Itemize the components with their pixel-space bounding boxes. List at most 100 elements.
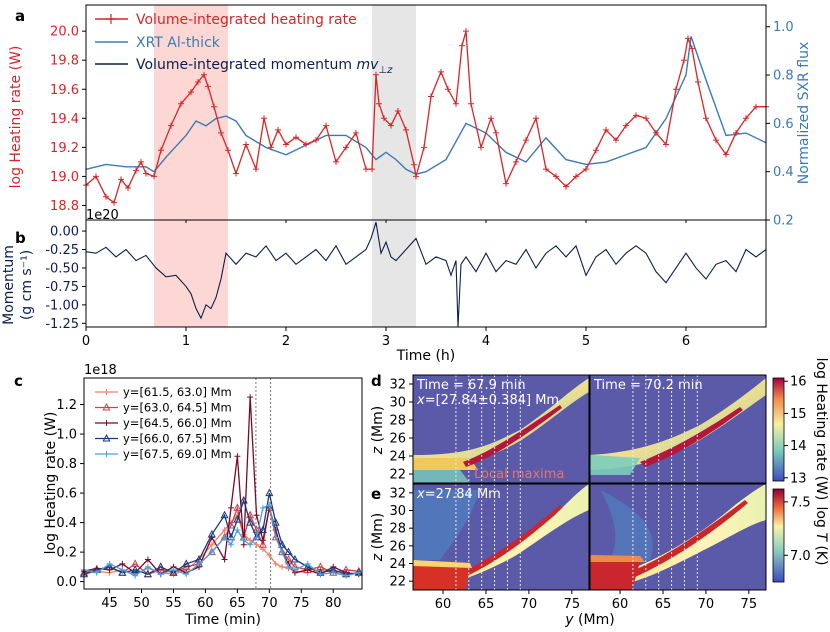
c-x-ticks: 45 50 55 60 65 70 75 80 <box>101 589 342 611</box>
c-point <box>207 529 216 538</box>
panel-label-d: d <box>371 372 382 390</box>
heating-point <box>158 147 164 154</box>
heating-point <box>225 147 231 154</box>
c-point <box>170 566 177 573</box>
d-left-title: Time = 67.9 min <box>416 378 526 393</box>
heating-point <box>453 100 459 107</box>
b-x-tick-label: 1 <box>182 334 190 349</box>
heating-point <box>493 129 499 136</box>
heating-point <box>143 170 149 177</box>
c-y-tick-label: 0.8 <box>56 457 77 472</box>
a-left-tick-label: 19.2 <box>50 141 79 156</box>
a-left-tick-label: 19.6 <box>50 83 79 98</box>
axes-c <box>83 377 363 590</box>
c-y-tick-label: 0.2 <box>56 546 77 561</box>
c-point <box>246 518 255 526</box>
heating-point <box>111 199 117 206</box>
legend-c: y=[61.5, 63.0] Mm y=[63.0, 64.5] Mmy=[64.… <box>95 385 232 461</box>
c-point <box>279 549 286 556</box>
legend-a: Volume-integrated heating rate XRT Al-th… <box>95 12 393 76</box>
legend-momentum-label: Volume-integrated momentum mv⊥z <box>136 57 393 76</box>
map-e-left <box>413 484 589 590</box>
c-point <box>271 518 280 526</box>
e-right-x-tick-label: 60 <box>612 597 629 612</box>
panel-label-a: a <box>15 7 25 25</box>
d-y-tick-label: 26 <box>389 432 406 447</box>
c-point <box>221 556 228 563</box>
span-b-red <box>154 220 228 327</box>
heating-point <box>283 141 289 148</box>
a-left-tick-label: 19.8 <box>50 54 79 69</box>
c-x-tick-label: 45 <box>101 596 118 611</box>
heating-point <box>93 173 99 180</box>
map-vlines <box>455 375 698 590</box>
heating-point <box>411 161 417 168</box>
b-x-tick-label: 6 <box>682 334 690 349</box>
c-point <box>272 534 279 541</box>
shaded-spans-b <box>154 220 416 327</box>
c-point <box>157 571 164 578</box>
b-y-tick-label: -0.75 <box>45 280 79 295</box>
c-point <box>221 534 228 541</box>
panel-label-c: c <box>14 372 23 390</box>
heating-point <box>253 166 259 173</box>
c-y-tick-label: 1.0 <box>56 428 77 443</box>
heating-point <box>211 103 217 110</box>
c-legend-label: y=[64.5, 66.0] Mm <box>123 416 232 430</box>
heating-point <box>695 78 701 85</box>
heating-point <box>689 45 695 52</box>
axes-e-right <box>589 483 767 591</box>
span-b-gray <box>372 220 416 327</box>
c-point <box>234 526 241 533</box>
c-point <box>278 540 287 548</box>
heating-point <box>445 86 451 93</box>
b-y-tick-label: -0.50 <box>45 261 79 276</box>
map-y-ticks: 22 24 26 28 30 32 22 24 26 28 30 32 <box>389 378 413 590</box>
axes-e-left <box>412 483 590 591</box>
c-point <box>220 510 229 519</box>
heating-point <box>275 126 281 133</box>
a-right-tick-label: 0.6 <box>773 117 794 132</box>
c-y-ticks: 0.0 0.2 0.4 0.6 0.8 1.0 1.2 <box>56 398 84 590</box>
heating-point <box>376 100 382 107</box>
heating-point <box>243 141 249 148</box>
c-y-tick-label: 0.6 <box>56 487 77 502</box>
e-y-tick-label: 24 <box>389 557 406 572</box>
c-legend-marker <box>102 433 111 442</box>
cb-temp-tick-label: 7.5 <box>790 495 811 510</box>
b-ylabel-line2: (g cm s⁻¹) <box>19 250 35 320</box>
heating-point <box>125 185 131 192</box>
heating-point <box>733 129 739 136</box>
c-point <box>279 563 286 570</box>
c-point <box>221 526 228 533</box>
heating-point <box>395 108 401 115</box>
heating-line <box>85 30 766 204</box>
c-point <box>259 537 266 544</box>
c-legend-label: y=[63.0, 64.5] Mm <box>123 401 232 415</box>
c-point <box>330 569 337 576</box>
e-right-x-tick-label: 75 <box>741 597 758 612</box>
e-right-x-tick-label: 70 <box>698 597 715 612</box>
d-y-tick-label: 30 <box>389 396 406 411</box>
map-d-left <box>413 375 589 483</box>
b-x-ticks: 0 1 2 3 4 5 6 <box>82 327 690 349</box>
heating-point <box>118 176 124 183</box>
heating-point <box>303 141 309 148</box>
c-point <box>119 566 126 573</box>
colorbar-heating-label: log Heating rate (W) <box>813 358 829 501</box>
c-y-tick-label: 0.4 <box>56 516 77 531</box>
c-legend-label: y=[67.5, 69.0] Mm <box>123 447 232 461</box>
c-point <box>291 566 298 573</box>
e-y-tick-label: 32 <box>389 486 406 501</box>
heating-point <box>388 122 394 129</box>
heating-point <box>681 57 687 64</box>
heating-point <box>488 115 494 122</box>
heating-point <box>333 158 339 165</box>
c-point <box>247 394 254 401</box>
c-point <box>317 571 324 578</box>
d-y-tick-label: 22 <box>389 468 406 483</box>
e-y-tick-label: 28 <box>389 522 406 537</box>
colorbar-ticks: 13 14 15 16 7.0 7.5 <box>784 375 811 564</box>
d-right-title: Time = 70.2 min <box>593 378 703 393</box>
